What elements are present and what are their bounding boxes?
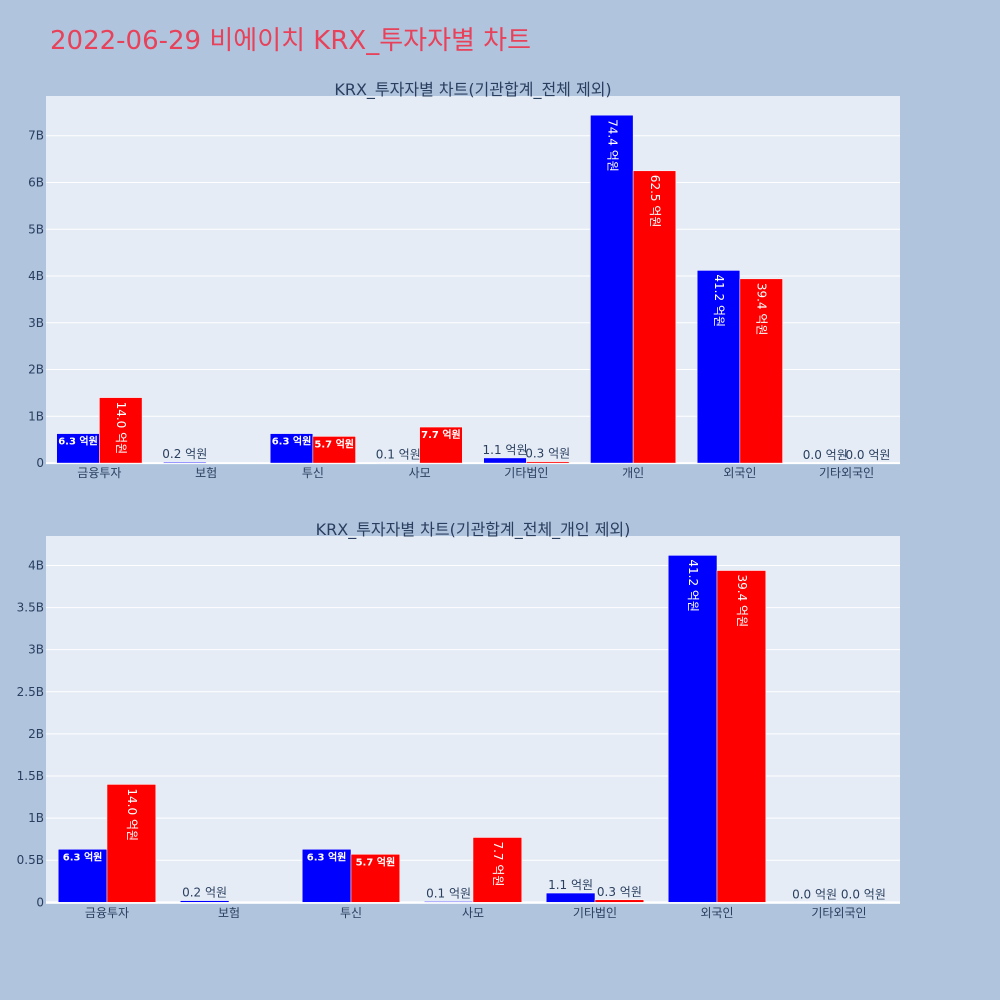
chart-title: KRX_투자자별 차트(기관합계_전체_개인 제외): [316, 520, 631, 540]
x-tick-label: 기타법인: [573, 906, 617, 920]
data-label: 1.1 억원: [548, 878, 593, 892]
data-label: 0.1 억원: [376, 448, 421, 462]
x-tick-label: 외국인: [700, 906, 733, 920]
bar: [56, 433, 100, 464]
y-tick-label: 1B: [28, 409, 44, 423]
y-tick-label: 2B: [28, 363, 44, 377]
data-label: 5.7 억원: [314, 437, 354, 450]
bar: [716, 570, 767, 903]
bar: [423, 901, 474, 903]
bar: [57, 849, 108, 903]
data-label: 1.1 억원: [483, 443, 528, 457]
data-label: 5.7 억원: [356, 855, 396, 868]
data-label: 0.0 억원: [845, 448, 890, 462]
data-label: 41.2 억원: [712, 274, 726, 327]
y-tick-label: 1.5B: [17, 769, 44, 783]
y-tick-label: 4B: [28, 269, 44, 283]
y-tick-label: 0.5B: [17, 853, 44, 867]
y-tick-label: 6B: [28, 176, 44, 190]
data-label: 74.4 억원: [605, 119, 619, 172]
bar: [179, 900, 230, 903]
data-label: 6.3 억원: [307, 850, 347, 863]
x-tick-label: 보험: [195, 466, 217, 480]
x-tick-label: 사모: [462, 906, 484, 920]
x-tick-label: 금융투자: [77, 466, 121, 480]
data-label: 39.4 억원: [755, 283, 769, 336]
chart-upper: KRX_투자자별 차트(기관합계_전체 제외) 0 1B 2B 3B 4B 5B 6B 7B 금융…: [28, 80, 900, 480]
data-label: 41.2 억원: [686, 559, 700, 612]
chart-title: KRX_투자자별 차트(기관합계_전체 제외): [334, 80, 611, 100]
bar: [590, 114, 634, 464]
data-label: 0.0 억원: [841, 887, 886, 901]
chart-lower: KRX_투자자별 차트(기관합계_전체_개인 제외) 0 0.5B 1B 1.5B 2B 2…: [17, 520, 900, 920]
data-label: 7.7 억원: [491, 841, 505, 886]
bar: [312, 436, 356, 464]
data-label: 6.3 억원: [63, 850, 103, 863]
bar: [99, 397, 143, 464]
bar: [667, 555, 718, 903]
x-tick-label: 금융투자: [85, 906, 129, 920]
y-tick-label: 3B: [28, 316, 44, 330]
x-tick-label: 기타외국인: [819, 466, 874, 480]
data-label: 0.3 억원: [525, 447, 570, 461]
x-tick-label: 기타외국인: [811, 906, 866, 920]
bar: [163, 461, 207, 464]
data-label: 0.2 억원: [182, 886, 227, 900]
bar: [594, 899, 645, 903]
y-tick-label: 4B: [28, 558, 44, 572]
data-label: 6.3 억원: [272, 435, 312, 448]
data-label: 7.7 억원: [421, 428, 461, 441]
bar: [526, 461, 570, 464]
data-label: 14.0 억원: [125, 788, 139, 841]
data-label: 0.1 억원: [426, 886, 471, 900]
bar: [419, 426, 463, 464]
data-label: 0.0 억원: [803, 448, 848, 462]
page-title: 2022-06-29 비에이치 KRX_투자자별 차트: [50, 26, 531, 56]
x-tick-label: 외국인: [723, 466, 756, 480]
y-tick-label: 0: [36, 895, 44, 909]
y-tick-label: 7B: [28, 129, 44, 143]
data-label: 39.4 억원: [735, 575, 749, 628]
y-tick-label: 2B: [28, 727, 44, 741]
x-tick-label: 기타법인: [504, 466, 548, 480]
bar: [483, 457, 527, 464]
y-tick-label: 1B: [28, 811, 44, 825]
y-tick-label: 3.5B: [17, 601, 44, 615]
y-tick-label: 3B: [28, 643, 44, 657]
bar: [106, 784, 157, 903]
x-tick-label: 투신: [340, 906, 362, 920]
bar: [472, 837, 523, 903]
data-label: 14.0 억원: [114, 402, 128, 455]
data-label: 0.0 억원: [792, 887, 837, 901]
x-tick-label: 개인: [622, 466, 644, 480]
y-tick-label: 0: [36, 456, 44, 470]
data-label: 62.5 억원: [648, 175, 662, 228]
bar: [545, 892, 596, 903]
y-tick-label: 2.5B: [17, 685, 44, 699]
x-tick-label: 투신: [302, 466, 324, 480]
bar: [632, 170, 677, 464]
x-tick-label: 보험: [218, 906, 240, 920]
y-tick-label: 5B: [28, 222, 44, 236]
x-tick-label: 사모: [409, 466, 431, 480]
bar: [350, 854, 401, 903]
bar: [301, 849, 352, 903]
bar: [739, 278, 783, 464]
data-label: 0.3 억원: [597, 885, 642, 899]
data-label: 0.2 억원: [162, 447, 207, 461]
data-label: 6.3 억원: [58, 435, 98, 448]
